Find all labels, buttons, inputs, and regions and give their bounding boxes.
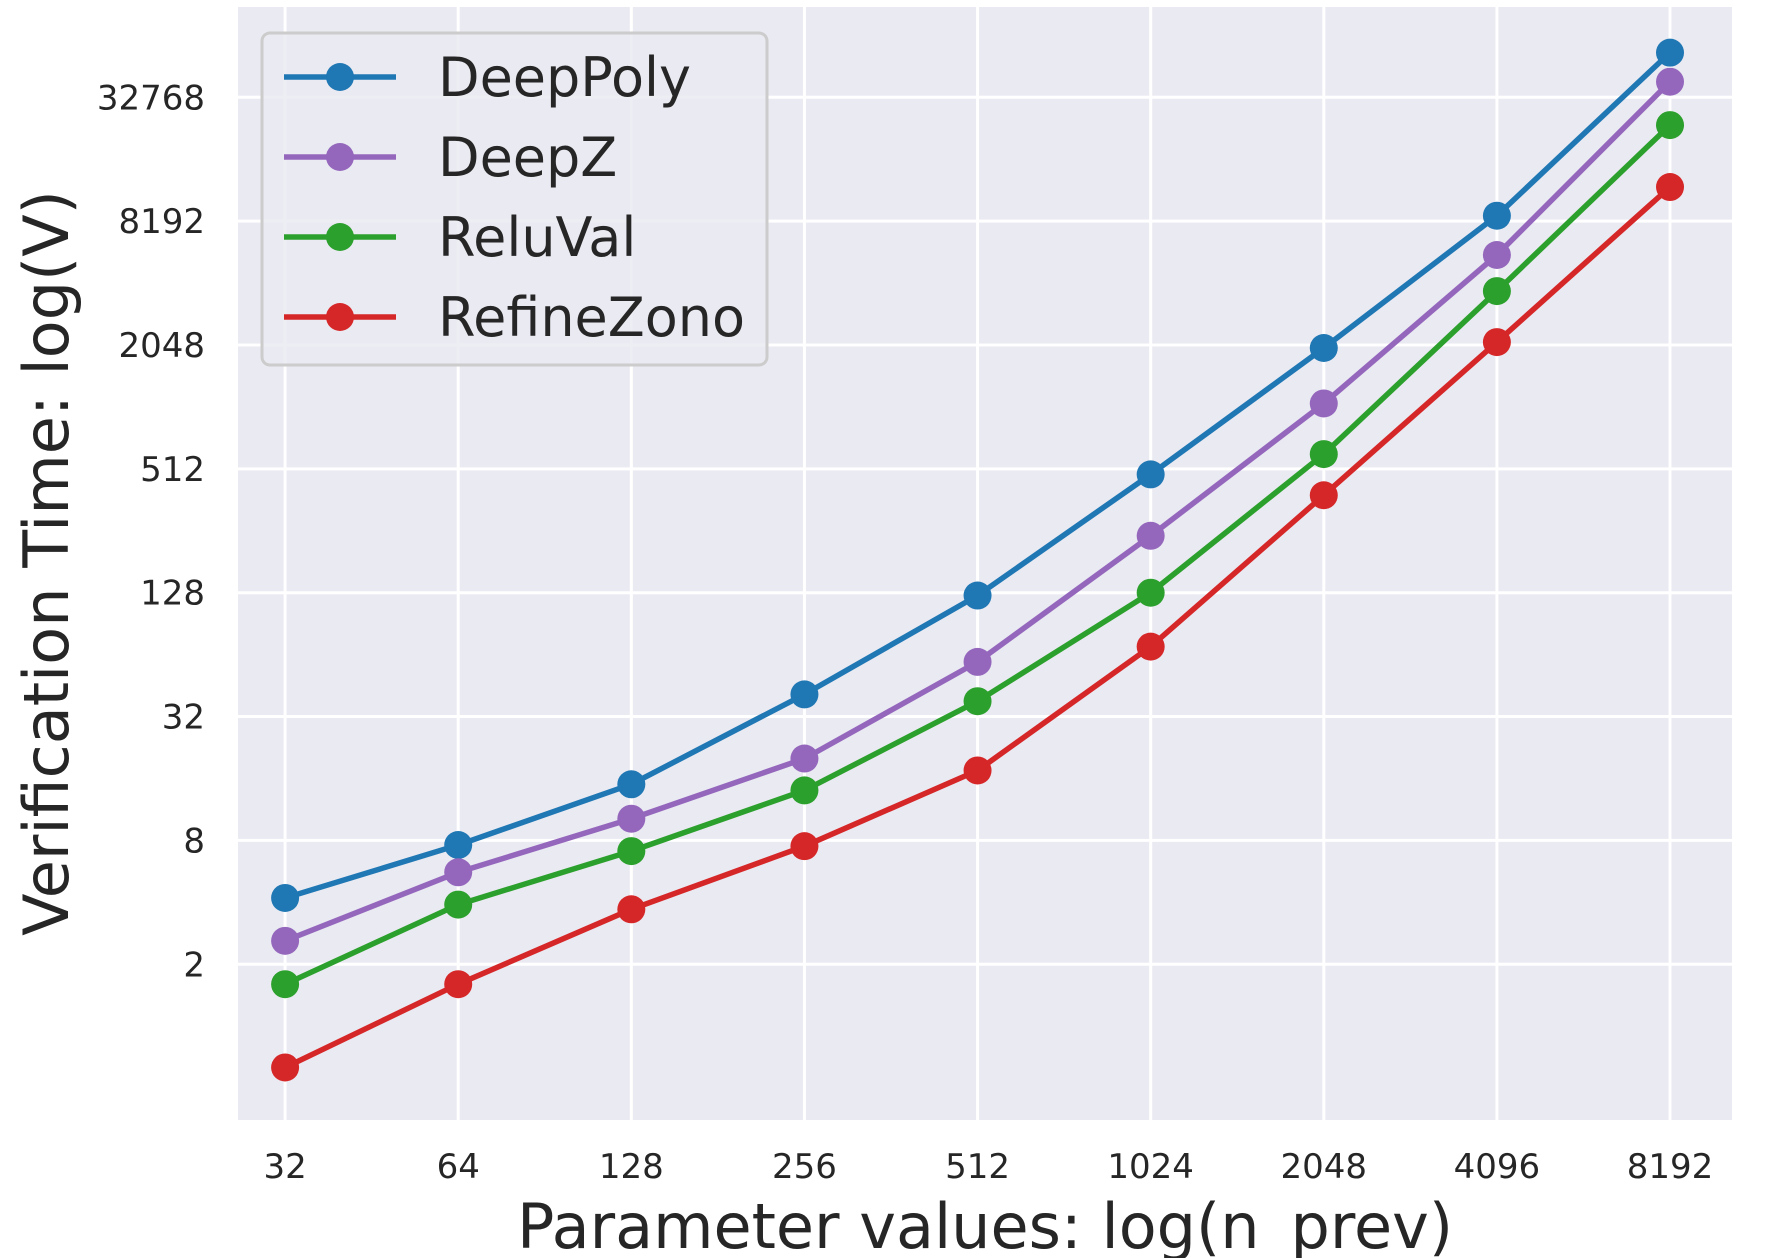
data-point-refinezono: [444, 970, 473, 999]
y-tick-labels: 2 8 32 128 512 2048 8192 32768: [97, 78, 205, 985]
data-point-refinezono: [963, 756, 992, 785]
data-point-deepz: [1656, 67, 1685, 96]
data-point-deeppoly: [444, 831, 473, 860]
legend-marker-refinezono: [326, 303, 354, 331]
data-point-refinezono: [271, 1053, 300, 1082]
data-point-reluval: [617, 837, 646, 866]
y-tick-label: 2048: [118, 326, 205, 366]
data-point-refinezono: [617, 895, 646, 924]
data-point-deeppoly: [963, 581, 992, 610]
legend-marker-reluval: [326, 223, 354, 251]
legend: DeepPoly DeepZ ReluVal RefineZono: [260, 31, 769, 367]
data-point-deepz: [617, 804, 646, 833]
data-point-deeppoly: [1656, 38, 1685, 67]
x-tick-label: 8192: [1627, 1147, 1714, 1187]
legend-box: [260, 31, 769, 367]
data-point-deepz: [1482, 241, 1511, 270]
data-point-deeppoly: [790, 680, 819, 709]
data-point-refinezono: [1656, 173, 1685, 202]
legend-marker-deeppoly: [326, 63, 354, 91]
data-point-deeppoly: [1309, 334, 1338, 363]
data-point-reluval: [1309, 440, 1338, 469]
data-point-deeppoly: [1136, 460, 1165, 489]
data-point-deepz: [1309, 389, 1338, 418]
x-tick-label: 512: [945, 1147, 1010, 1187]
data-point-deepz: [790, 744, 819, 773]
x-tick-label: 256: [772, 1147, 837, 1187]
x-tick-labels: 32 64 128 256 512 1024 2048 4096 8192: [263, 1147, 1713, 1187]
data-point-reluval: [790, 776, 819, 805]
x-tick-label: 128: [599, 1147, 664, 1187]
data-point-reluval: [1136, 578, 1165, 607]
series-markers: [271, 38, 1685, 1082]
x-axis-title: Parameter values: log(n_prev): [517, 1190, 1453, 1258]
data-point-deeppoly: [617, 770, 646, 799]
legend-marker-deepz: [326, 143, 354, 171]
data-point-reluval: [271, 970, 300, 999]
data-point-reluval: [1482, 277, 1511, 306]
data-point-deepz: [1136, 521, 1165, 550]
x-tick-label: 32: [263, 1147, 306, 1187]
y-axis-title: Verification Time: log(V): [10, 190, 83, 936]
legend-label-deepz: DeepZ: [438, 126, 617, 189]
data-point-reluval: [444, 890, 473, 919]
data-point-deeppoly: [1482, 201, 1511, 230]
legend-label-deeppoly: DeepPoly: [438, 46, 691, 109]
data-point-deepz: [444, 858, 473, 887]
data-point-refinezono: [1482, 328, 1511, 357]
y-tick-label: 32: [162, 698, 205, 738]
x-tick-label: 4096: [1454, 1147, 1541, 1187]
data-point-deepz: [271, 926, 300, 955]
y-tick-label: 8: [183, 821, 205, 861]
y-tick-label: 2: [183, 945, 205, 985]
x-tick-label: 2048: [1281, 1147, 1368, 1187]
data-point-refinezono: [1309, 481, 1338, 510]
data-point-reluval: [1656, 111, 1685, 140]
legend-label-refinezono: RefineZono: [438, 286, 745, 349]
data-point-deepz: [963, 647, 992, 676]
y-tick-label: 512: [140, 450, 205, 490]
x-tick-label: 1024: [1107, 1147, 1194, 1187]
legend-label-reluval: ReluVal: [438, 206, 636, 269]
data-point-reluval: [963, 687, 992, 716]
data-point-refinezono: [790, 832, 819, 861]
data-point-deeppoly: [271, 883, 300, 912]
y-tick-label: 32768: [97, 78, 205, 118]
data-point-refinezono: [1136, 632, 1165, 661]
x-tick-label: 64: [437, 1147, 480, 1187]
y-tick-label: 8192: [118, 202, 205, 242]
y-tick-label: 128: [140, 574, 205, 614]
